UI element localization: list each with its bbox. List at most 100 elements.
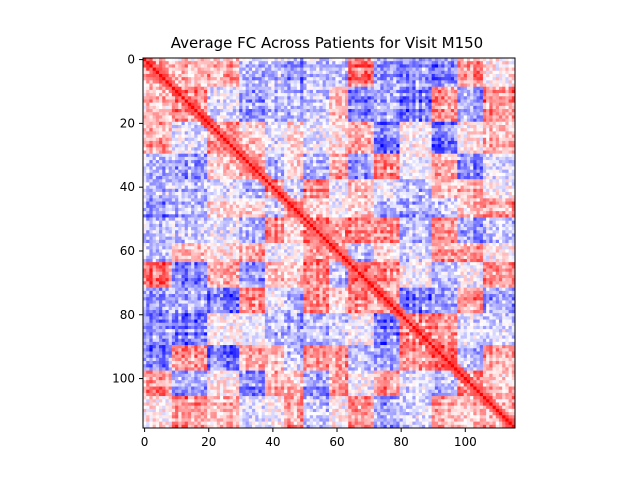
heatmap-cell bbox=[165, 61, 170, 65]
heatmap-cell bbox=[383, 83, 388, 88]
heatmap-cell bbox=[338, 150, 343, 155]
heatmap-cell bbox=[280, 77, 285, 81]
heatmap-cell bbox=[377, 147, 381, 151]
heatmap-cell bbox=[194, 160, 198, 164]
heatmap-cell bbox=[357, 89, 362, 94]
heatmap-cell bbox=[486, 99, 490, 104]
heatmap-cell bbox=[402, 70, 407, 75]
heatmap-cell bbox=[290, 64, 295, 68]
heatmap-cell bbox=[284, 128, 288, 132]
heatmap-cell bbox=[184, 67, 189, 72]
heatmap-cell bbox=[389, 61, 394, 65]
heatmap-cell bbox=[309, 64, 314, 68]
heatmap-cell bbox=[335, 86, 339, 91]
heatmap-cell bbox=[498, 169, 503, 174]
heatmap-cell bbox=[242, 166, 246, 170]
heatmap-cell bbox=[466, 89, 471, 94]
heatmap-cell bbox=[329, 99, 333, 104]
heatmap-cell bbox=[258, 109, 263, 113]
heatmap-cell bbox=[434, 134, 439, 139]
heatmap-cell bbox=[171, 163, 176, 167]
heatmap-cell bbox=[223, 153, 227, 158]
heatmap-cell bbox=[441, 105, 445, 110]
heatmap-cell bbox=[361, 77, 365, 81]
heatmap-cell bbox=[338, 176, 343, 180]
heatmap-cell bbox=[229, 156, 234, 161]
heatmap-cell bbox=[450, 86, 455, 91]
heatmap-cell bbox=[345, 109, 349, 113]
heatmap-cell bbox=[418, 121, 423, 126]
heatmap-cell bbox=[431, 105, 436, 110]
heatmap-cell bbox=[287, 61, 291, 65]
heatmap-cell bbox=[207, 83, 211, 88]
heatmap-cell bbox=[389, 147, 394, 151]
heatmap-cell bbox=[386, 118, 391, 123]
heatmap-cell bbox=[155, 185, 160, 190]
heatmap-cell bbox=[245, 179, 250, 183]
heatmap-cell bbox=[216, 169, 221, 174]
heatmap-cell bbox=[463, 153, 468, 158]
heatmap-cell bbox=[389, 93, 394, 97]
heatmap-cell bbox=[143, 188, 147, 193]
heatmap-cell bbox=[383, 70, 388, 75]
heatmap-cell bbox=[460, 99, 465, 104]
heatmap-cell bbox=[457, 86, 461, 91]
heatmap-cell bbox=[508, 86, 513, 91]
heatmap-cell bbox=[239, 77, 243, 81]
heatmap-cell bbox=[486, 61, 490, 65]
heatmap-cell bbox=[495, 160, 500, 164]
heatmap-cell bbox=[290, 102, 295, 107]
heatmap-cell bbox=[229, 73, 234, 78]
heatmap-cell bbox=[165, 153, 170, 158]
heatmap-cell bbox=[296, 188, 301, 193]
heatmap-cell bbox=[383, 153, 388, 158]
heatmap-cell bbox=[159, 166, 163, 170]
heatmap-cell bbox=[200, 96, 205, 100]
heatmap-cell bbox=[194, 169, 198, 174]
heatmap-cell bbox=[482, 96, 487, 100]
heatmap-cell bbox=[175, 169, 179, 174]
heatmap-cell bbox=[341, 172, 346, 177]
heatmap-cell bbox=[191, 96, 195, 100]
heatmap-cell bbox=[351, 99, 356, 104]
heatmap-cell bbox=[396, 182, 400, 186]
heatmap-cell bbox=[216, 77, 221, 81]
heatmap-cell bbox=[287, 115, 291, 119]
heatmap-cell bbox=[418, 93, 423, 97]
heatmap-cell bbox=[162, 109, 166, 113]
heatmap-cell bbox=[511, 144, 516, 148]
heatmap-cell bbox=[354, 67, 359, 72]
heatmap-cell bbox=[338, 105, 343, 110]
heatmap-cell bbox=[197, 96, 202, 100]
heatmap-cell bbox=[396, 115, 400, 119]
heatmap-cell bbox=[367, 112, 372, 116]
heatmap-cell bbox=[223, 134, 227, 139]
heatmap-cell bbox=[178, 163, 182, 167]
heatmap-cell bbox=[341, 102, 346, 107]
heatmap-cell bbox=[396, 112, 400, 116]
heatmap-cell bbox=[486, 169, 490, 174]
heatmap-cell bbox=[261, 109, 266, 113]
heatmap-cell bbox=[332, 93, 336, 97]
heatmap-cell bbox=[312, 89, 317, 94]
heatmap-cell bbox=[447, 64, 452, 68]
heatmap-cell bbox=[165, 176, 170, 180]
heatmap-cell bbox=[287, 58, 291, 62]
heatmap-cell bbox=[473, 121, 477, 126]
heatmap-cell bbox=[409, 70, 413, 75]
heatmap-cell bbox=[159, 172, 163, 177]
heatmap-cell bbox=[239, 144, 243, 148]
heatmap-cell bbox=[450, 93, 455, 97]
heatmap-cell bbox=[178, 140, 182, 145]
heatmap-cell bbox=[239, 86, 243, 91]
heatmap-cell bbox=[466, 77, 471, 81]
heatmap-cell bbox=[155, 169, 160, 174]
heatmap-cell bbox=[386, 176, 391, 180]
heatmap-cell bbox=[274, 176, 279, 180]
heatmap-cell bbox=[258, 58, 263, 62]
heatmap-cell bbox=[325, 96, 330, 100]
heatmap-cell bbox=[498, 166, 503, 170]
heatmap-cell bbox=[229, 169, 234, 174]
heatmap-cell bbox=[152, 182, 157, 186]
heatmap-cell bbox=[287, 118, 291, 123]
